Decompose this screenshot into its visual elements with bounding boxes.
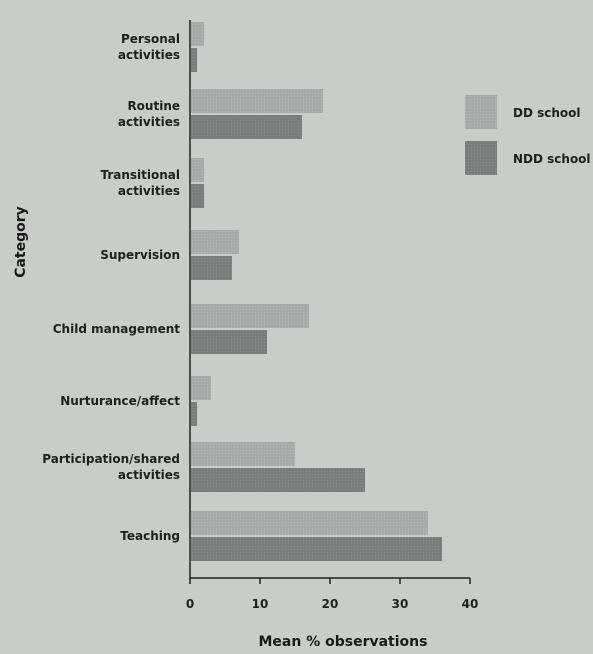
legend-swatch (465, 141, 497, 175)
bar-dd-school (191, 230, 239, 254)
bar-ndd-school (191, 468, 365, 492)
y-axis-title: Category (13, 206, 29, 278)
category-label: Routine activities (118, 99, 180, 129)
bars-group (191, 22, 442, 561)
x-tick-label: 10 (252, 597, 269, 611)
bar-ndd-school (191, 256, 232, 280)
category-label: Supervision (100, 248, 180, 262)
bar-ndd-school (191, 330, 267, 354)
legend-label: NDD school (513, 152, 591, 166)
category-label: Participation/shared activities (42, 452, 180, 482)
x-tick-label: 30 (392, 597, 409, 611)
x-axis-ticks: 0 10 20 30 40 (186, 578, 479, 611)
bar-ndd-school (191, 537, 442, 561)
category-label: Child management (53, 322, 181, 336)
legend-label: DD school (513, 106, 581, 120)
x-tick-label: 0 (186, 597, 194, 611)
bar-dd-school (191, 158, 204, 182)
bar-dd-school (191, 442, 295, 466)
bar-dd-school (191, 22, 204, 46)
x-tick-label: 20 (322, 597, 339, 611)
legend: DD school NDD school (465, 95, 591, 175)
legend-swatch (465, 95, 497, 129)
bar-ndd-school (191, 184, 204, 208)
bar-ndd-school (191, 115, 302, 139)
category-label: Personal activities (118, 32, 180, 62)
bar-ndd-school (191, 48, 197, 72)
bar-dd-school (191, 376, 211, 400)
category-label: Transitional activities (100, 168, 180, 198)
bar-dd-school (191, 511, 428, 535)
category-label: Nurturance/affect (60, 394, 180, 408)
x-axis-title: Mean % observations (259, 634, 428, 650)
x-tick-label: 40 (462, 597, 479, 611)
bar-dd-school (191, 304, 309, 328)
category-labels: Personal activities Routine activities Trans… (42, 32, 180, 543)
category-label: Teaching (120, 529, 180, 543)
bar-ndd-school (191, 402, 197, 426)
bar-dd-school (191, 89, 323, 113)
